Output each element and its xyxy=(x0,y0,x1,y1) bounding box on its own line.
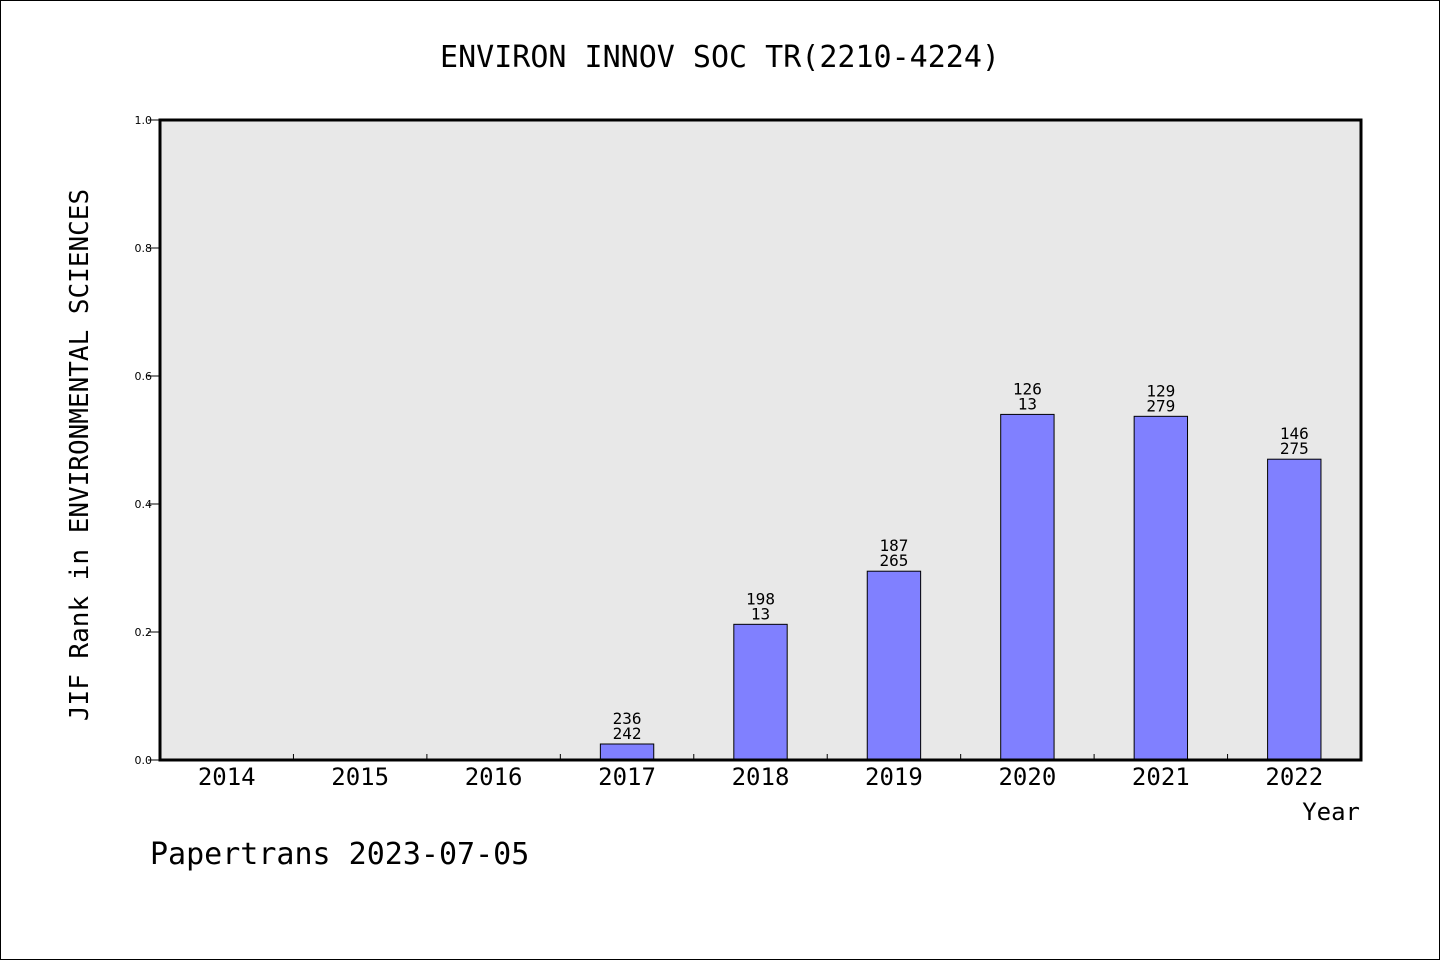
y-tick-label: 1.0 xyxy=(135,114,153,127)
bar-2019 xyxy=(866,570,922,761)
x-tick-label-2018: 2018 xyxy=(732,763,790,791)
x-tick-label-2022: 2022 xyxy=(1265,763,1323,791)
bar-label-bottom-2020: 13 xyxy=(1018,394,1037,413)
x-tick-label-2020: 2020 xyxy=(998,763,1056,791)
x-tick-label-2021: 2021 xyxy=(1132,763,1190,791)
y-tick-label: 0.0 xyxy=(135,754,153,767)
bar-2022 xyxy=(1267,458,1322,761)
bar-label-bottom-2018: 13 xyxy=(751,604,770,623)
y-tick-label: 0.4 xyxy=(135,498,153,511)
bar-label-top-2017: 236 xyxy=(613,709,642,728)
plot-border xyxy=(158,118,1363,762)
x-axis-title: Year xyxy=(1302,798,1360,826)
bar-group xyxy=(599,413,1322,761)
y-axis-title: JIF Rank in ENVIRONMENTAL SCIENCES xyxy=(65,189,95,721)
bar-2021 xyxy=(1133,415,1189,761)
x-tick-label-2015: 2015 xyxy=(331,763,389,791)
y-axis: 0.0 0.2 0.4 0.6 0.8 1.0 xyxy=(135,114,160,767)
bar-label-bottom-2022: 275 xyxy=(1280,439,1309,458)
bar-label-bottom-2019: 265 xyxy=(879,551,908,570)
bar-2020 xyxy=(1000,413,1055,761)
x-tick-label-2016: 2016 xyxy=(465,763,523,791)
footer-date-stamp: Papertrans 2023-07-05 xyxy=(150,837,529,872)
bar-label-bottom-2021: 279 xyxy=(1146,396,1175,415)
x-tick-label-2017: 2017 xyxy=(598,763,656,791)
y-tick-label: 0.2 xyxy=(135,626,153,639)
x-tick-label-2019: 2019 xyxy=(865,763,923,791)
y-tick-label: 0.6 xyxy=(135,370,153,383)
x-axis: 2014 2015 2016 2017 2018 2019 2020 2021 2022 xyxy=(198,754,1323,791)
bar-label-top-2021: 129 xyxy=(1146,381,1175,400)
bar-2017 xyxy=(599,743,655,761)
x-tick-label-2014: 2014 xyxy=(198,763,256,791)
bar-2018 xyxy=(733,623,788,761)
y-tick-label: 0.8 xyxy=(135,242,153,255)
bar-label-top-2020: 126 xyxy=(1013,379,1042,398)
chart-title: ENVIRON INNOV SOC TR(2210-4224) xyxy=(440,40,1000,75)
bar-label-top-2018: 198 xyxy=(746,589,775,608)
bar-label-top-2022: 146 xyxy=(1280,424,1309,443)
bar-label-bottom-2017: 242 xyxy=(613,724,642,743)
bar-label-top-2019: 187 xyxy=(879,536,908,555)
